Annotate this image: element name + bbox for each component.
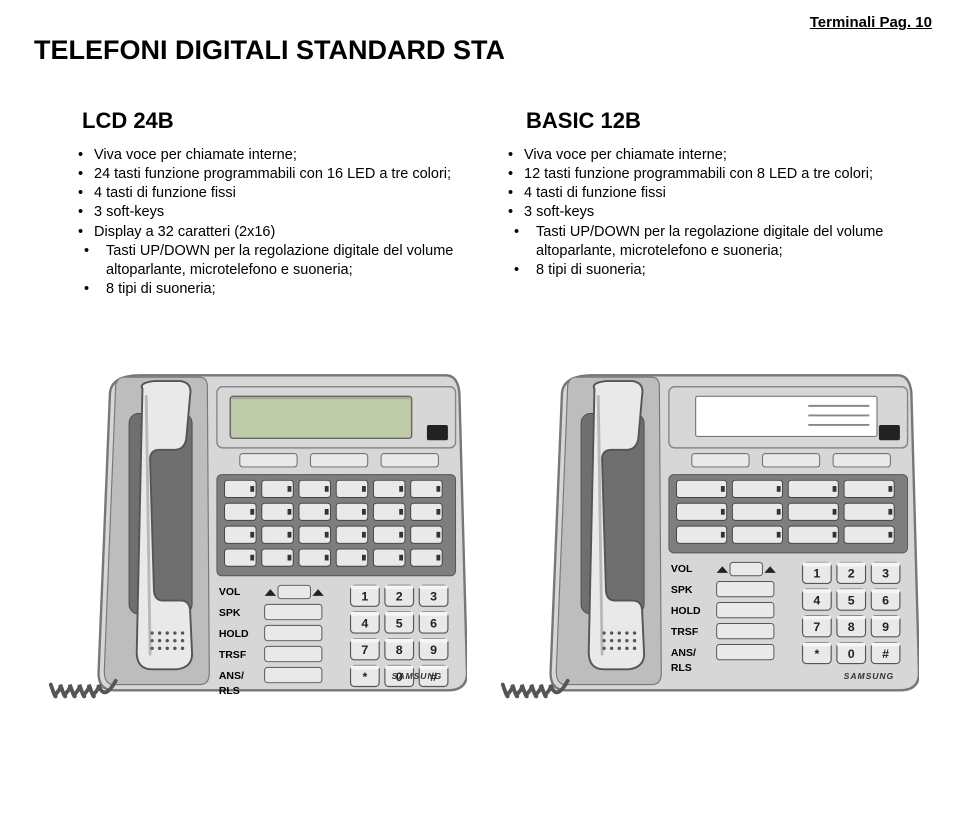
right-column: BASIC 12B Viva voce per chiamate interne… bbox=[508, 108, 920, 299]
svg-text:8: 8 bbox=[848, 620, 855, 634]
svg-text:*: * bbox=[362, 670, 367, 684]
page-header: Terminali Pag. 10 bbox=[34, 14, 932, 31]
phone-left-wrap: VOLSPKHOLDTRSFANS/RLS123456789*0#SAMSUNG bbox=[40, 367, 474, 712]
svg-text:5: 5 bbox=[396, 616, 403, 630]
svg-text:6: 6 bbox=[882, 593, 889, 607]
spec-item: 24 tasti funzione programmabili con 16 L… bbox=[78, 165, 490, 184]
svg-text:SPK: SPK bbox=[671, 584, 693, 596]
left-model-title: LCD 24B bbox=[78, 108, 490, 134]
phone-illustrations: VOL SPK HOLD TRSF ANS/RLS 1 2 3 4 5 6 7 8 9 * 0 # SAMSUNG… bbox=[34, 367, 932, 712]
svg-text:3: 3 bbox=[430, 590, 437, 604]
right-spec-list: Viva voce per chiamate interne;12 tasti … bbox=[508, 146, 920, 280]
svg-text:VOL: VOL bbox=[671, 563, 693, 575]
svg-text:8: 8 bbox=[396, 643, 403, 657]
svg-text:VOL: VOL bbox=[219, 586, 241, 598]
svg-text:RLS: RLS bbox=[219, 685, 240, 697]
spec-columns: LCD 24B Viva voce per chiamate interne;2… bbox=[34, 108, 932, 299]
phone-left-svg: VOLSPKHOLDTRSFANS/RLS123456789*0#SAMSUNG bbox=[47, 367, 467, 712]
spec-item: 12 tasti funzione programmabili con 8 LE… bbox=[508, 165, 920, 184]
spec-item: Viva voce per chiamate interne; bbox=[78, 146, 490, 165]
svg-text:HOLD: HOLD bbox=[219, 628, 249, 640]
svg-text:1: 1 bbox=[813, 567, 820, 581]
svg-text:7: 7 bbox=[361, 643, 368, 657]
svg-text:5: 5 bbox=[848, 593, 855, 607]
spec-item-indent: Tasti UP/DOWN per la regolazione digital… bbox=[508, 223, 920, 261]
spec-item: 3 soft-keys bbox=[78, 203, 490, 222]
svg-text:SAMSUNG: SAMSUNG bbox=[844, 671, 895, 681]
svg-text:2: 2 bbox=[396, 590, 403, 604]
svg-text:2: 2 bbox=[848, 567, 855, 581]
svg-text:HOLD: HOLD bbox=[671, 605, 701, 617]
svg-text:9: 9 bbox=[430, 643, 437, 657]
svg-text:0: 0 bbox=[848, 647, 855, 661]
spec-item-indent: 8 tipi di suoneria; bbox=[508, 261, 920, 280]
spec-item: 4 tasti di funzione fissi bbox=[78, 184, 490, 203]
page-title: TELEFONI DIGITALI STANDARD STA bbox=[34, 35, 932, 66]
svg-text:#: # bbox=[882, 647, 889, 661]
spec-item: Display a 32 caratteri (2x16) bbox=[78, 223, 490, 242]
svg-text:SPK: SPK bbox=[219, 607, 241, 619]
left-spec-list: Viva voce per chiamate interne;24 tasti … bbox=[78, 146, 490, 299]
svg-text:4: 4 bbox=[813, 593, 820, 607]
phone-right-wrap: VOL SPK HOLD TRSF ANS/RLS 1 2 3 4 5 6 7 8 9 * 0 # SAMSUNG bbox=[492, 367, 926, 712]
spec-item-indent: 8 tipi di suoneria; bbox=[78, 280, 490, 299]
svg-text:4: 4 bbox=[361, 616, 368, 630]
svg-text:9: 9 bbox=[882, 620, 889, 634]
svg-text:1: 1 bbox=[361, 590, 368, 604]
svg-text:SAMSUNG: SAMSUNG bbox=[392, 671, 443, 681]
spec-item-indent: Tasti UP/DOWN per la regolazione digital… bbox=[78, 242, 490, 280]
svg-text:TRSF: TRSF bbox=[671, 626, 699, 638]
svg-text:RLS: RLS bbox=[671, 662, 692, 674]
svg-text:6: 6 bbox=[430, 616, 437, 630]
spec-item: 3 soft-keys bbox=[508, 203, 920, 222]
svg-text:7: 7 bbox=[813, 620, 820, 634]
left-column: LCD 24B Viva voce per chiamate interne;2… bbox=[78, 108, 490, 299]
svg-text:3: 3 bbox=[882, 567, 889, 581]
spec-item: 4 tasti di funzione fissi bbox=[508, 184, 920, 203]
svg-text:*: * bbox=[814, 647, 819, 661]
right-model-title: BASIC 12B bbox=[508, 108, 920, 134]
spec-item: Viva voce per chiamate interne; bbox=[508, 146, 920, 165]
phone-right-svg: VOL SPK HOLD TRSF ANS/RLS 1 2 3 4 5 6 7 8 9 * 0 # SAMSUNG bbox=[499, 367, 919, 712]
svg-text:TRSF: TRSF bbox=[219, 649, 247, 661]
svg-text:ANS/: ANS/ bbox=[671, 647, 696, 659]
svg-text:ANS/: ANS/ bbox=[219, 670, 244, 682]
